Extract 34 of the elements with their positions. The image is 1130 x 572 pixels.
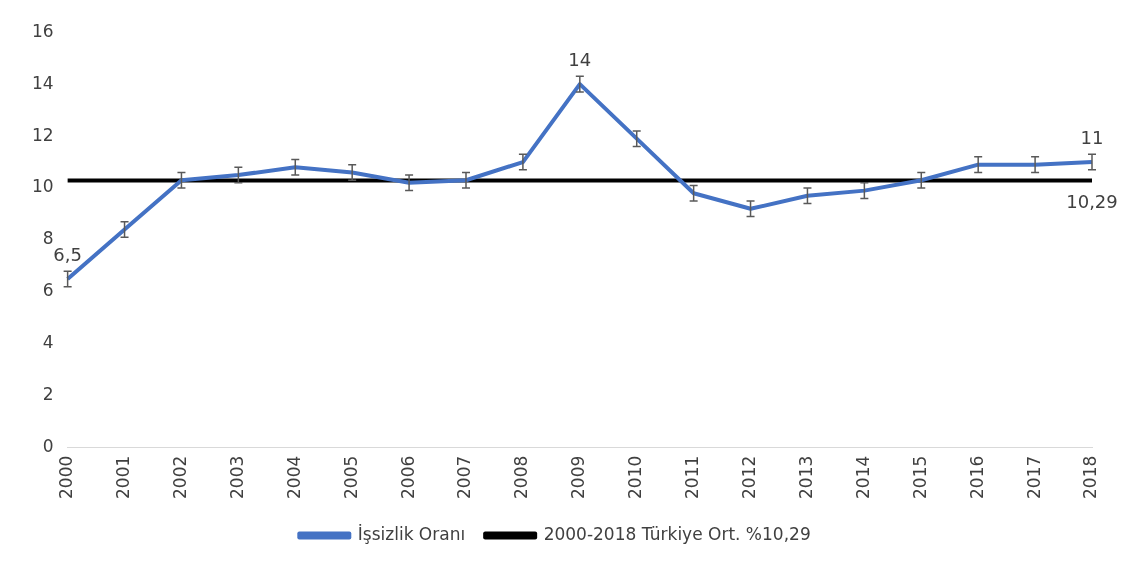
x-tick-label: 2000 bbox=[56, 455, 77, 499]
y-tick-label: 10 bbox=[31, 176, 54, 197]
x-tick-label: 2012 bbox=[738, 455, 759, 499]
y-tick-label: 16 bbox=[31, 20, 54, 41]
y-tick-label: 0 bbox=[42, 436, 54, 457]
x-tick-label: 2002 bbox=[169, 455, 190, 499]
x-tick-label: 2013 bbox=[795, 455, 816, 499]
x-tick-label: 2011 bbox=[682, 455, 703, 499]
x-tick-label: 2005 bbox=[340, 455, 361, 499]
data-label: 10,29 bbox=[1066, 191, 1118, 213]
y-tick-label: 14 bbox=[31, 72, 54, 93]
x-tick-label: 2016 bbox=[966, 455, 987, 499]
x-tick-label: 2010 bbox=[625, 455, 646, 499]
y-tick-label: 8 bbox=[42, 228, 54, 249]
data-label: 14 bbox=[568, 48, 592, 70]
x-tick-label: 2001 bbox=[112, 455, 133, 499]
x-tick-label: 2008 bbox=[511, 455, 532, 499]
y-tick-label: 12 bbox=[31, 124, 54, 145]
data-label: 11 bbox=[1080, 126, 1104, 148]
y-tick-label: 4 bbox=[42, 332, 54, 353]
data-label: 6,5 bbox=[53, 243, 82, 265]
x-tick-label: 2015 bbox=[909, 455, 930, 499]
legend-label: 2000-2018 Türkiye Ort. %10,29 bbox=[543, 523, 811, 544]
legend-label: İşsizlik Oranı bbox=[357, 523, 466, 544]
x-tick-label: 2014 bbox=[852, 455, 873, 499]
x-tick-label: 2009 bbox=[568, 455, 589, 499]
x-tick-label: 2004 bbox=[283, 455, 304, 499]
y-tick-label: 6 bbox=[42, 280, 54, 301]
x-tick-label: 2006 bbox=[397, 455, 418, 499]
x-tick-label: 2007 bbox=[454, 455, 475, 499]
y-tick-label: 2 bbox=[42, 384, 54, 405]
x-tick-label: 2003 bbox=[226, 455, 247, 499]
x-tick-label: 2018 bbox=[1080, 455, 1101, 499]
x-tick-label: 2017 bbox=[1023, 455, 1044, 499]
